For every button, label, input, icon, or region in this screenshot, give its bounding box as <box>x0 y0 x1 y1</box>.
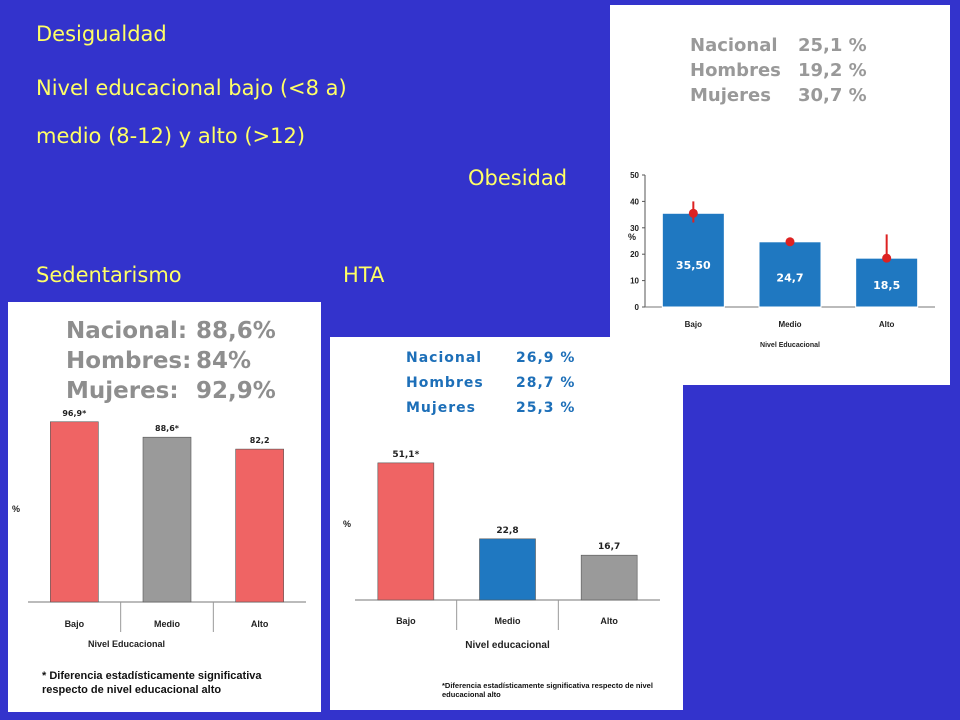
hta-stats: Nacional 26,9 % Hombres 28,7 % Mujeres 2… <box>406 346 575 421</box>
bar-alto <box>235 448 284 603</box>
hta-chart: % 51,1* Bajo 22,8 Medio 16,7 Alto Nivel educaci… <box>343 450 660 651</box>
category-label: Bajo <box>65 619 85 629</box>
data-label: 24,7 <box>776 272 803 285</box>
stat-value: 26,9 % <box>516 350 576 366</box>
data-label: 88,6* <box>155 424 180 433</box>
footnote-line: educacional alto <box>442 690 501 700</box>
stat-label: Mujeres <box>406 400 476 416</box>
point-marker <box>785 237 795 247</box>
data-label: 22,8 <box>496 526 518 536</box>
footnote-line: *Diferencia estadísticamente significati… <box>442 681 653 690</box>
hta-footnote: *Diferencia estadísticamente significati… <box>442 681 653 700</box>
bar-bajo <box>50 421 99 603</box>
obesidad-chart-panel: Nacional 25,1 % Hombres 19,2 % Mujeres 3… <box>610 5 950 385</box>
obesidad-stats: Nacional 25,1 % Hombres 19,2 % Mujeres 3… <box>690 33 867 108</box>
x-axis-title: Nivel Educacional <box>88 639 165 649</box>
data-label: 16,7 <box>598 542 620 552</box>
stat-value: 28,7 % <box>516 375 576 391</box>
bar-bajo <box>377 462 435 601</box>
data-label: 82,2 <box>250 436 270 445</box>
y-tick-label: 0 <box>635 303 640 312</box>
stat-value: 19,2 % <box>798 60 867 81</box>
sedentarismo-chart-panel: Nacional: 88,6% Hombres: 84% Mujeres: 92… <box>8 302 321 712</box>
data-label: 51,1* <box>392 450 419 460</box>
stat-label: Nacional: <box>66 318 188 344</box>
y-tick-label: 10 <box>630 277 639 286</box>
obesidad-caption: Obesidad <box>468 166 568 190</box>
stat-label: Nacional <box>406 350 483 366</box>
y-axis-label: % <box>12 504 20 514</box>
y-axis-label: % <box>343 519 351 529</box>
stat-row-mujeres: Mujeres 25,3 % <box>406 396 575 421</box>
stat-label: Hombres <box>406 375 484 391</box>
stat-label: Hombres: <box>66 348 192 374</box>
stat-label: Mujeres <box>690 85 771 106</box>
stat-row-nacional: Nacional: 88,6% <box>66 316 276 346</box>
sedentarismo-caption: Sedentarismo <box>36 263 182 287</box>
stat-label: Nacional <box>690 35 778 56</box>
sedentarismo-chart: % 96,9* Bajo 88,6* Medio 82,2 Alto Nivel Educac… <box>12 409 306 649</box>
category-label: Alto <box>600 616 618 626</box>
bar-alto <box>855 257 919 308</box>
point-marker <box>882 253 892 263</box>
hta-chart-panel: Nacional 26,9 % Hombres 28,7 % Mujeres 2… <box>330 337 683 710</box>
bar-alto <box>580 554 638 601</box>
sedentarismo-footnote: * Diferencia estadísticamente significat… <box>42 670 261 698</box>
data-label: 96,9* <box>62 409 87 418</box>
stat-label: Mujeres: <box>66 378 179 404</box>
category-label: Medio <box>778 320 801 329</box>
y-tick-label: 30 <box>630 224 639 233</box>
x-axis-title: Nivel educacional <box>465 640 550 651</box>
stat-value: 30,7 % <box>798 85 867 106</box>
y-tick-label: 50 <box>630 171 639 180</box>
stat-value: 25,3 % <box>516 400 576 416</box>
stat-row-hombres: Hombres 28,7 % <box>406 371 575 396</box>
sedentarismo-stats: Nacional: 88,6% Hombres: 84% Mujeres: 92… <box>66 316 276 406</box>
category-label: Medio <box>154 619 181 629</box>
slide-title: Desigualdad <box>36 22 167 46</box>
bar-medio <box>142 436 192 603</box>
category-label: Alto <box>251 619 269 629</box>
stat-row-nacional: Nacional 25,1 % <box>690 33 867 58</box>
stat-row-mujeres: Mujeres 30,7 % <box>690 83 867 108</box>
stat-value: 92,9% <box>196 378 276 404</box>
y-tick-label: 40 <box>630 197 639 206</box>
stat-label: Hombres <box>690 60 781 81</box>
footnote-line: respecto de nivel educacional alto <box>42 683 222 696</box>
category-label: Alto <box>879 320 895 329</box>
education-range-line: medio (8-12) y alto (>12) <box>36 124 306 148</box>
point-marker <box>688 208 698 218</box>
obesidad-chart: % 0 10 20 30 40 50 35,50 Bajo 24,7 Medio 18,5 Alto Ni… <box>628 171 935 349</box>
x-axis-title: Nivel Educacional <box>760 342 820 349</box>
category-label: Medio <box>495 616 522 626</box>
stat-row-nacional: Nacional 26,9 % <box>406 346 575 371</box>
hta-caption: HTA <box>343 263 385 287</box>
stat-value: 25,1 % <box>798 35 867 56</box>
bar-medio <box>479 538 536 601</box>
data-label: 35,50 <box>676 259 711 272</box>
y-tick-label: 20 <box>630 250 639 259</box>
education-level-line: Nivel educacional bajo (<8 a) <box>36 76 347 100</box>
category-label: Bajo <box>685 320 702 329</box>
data-label: 18,5 <box>873 279 900 292</box>
stat-value: 84% <box>196 348 252 374</box>
stat-row-hombres: Hombres: 84% <box>66 346 276 376</box>
bar-medio <box>758 241 822 308</box>
stat-row-hombres: Hombres 19,2 % <box>690 58 867 83</box>
category-label: Bajo <box>396 616 416 626</box>
footnote-line: * Diferencia estadísticamente significat… <box>42 670 262 682</box>
y-axis-label: % <box>628 232 636 242</box>
stat-value: 88,6% <box>196 318 276 344</box>
stat-row-mujeres: Mujeres: 92,9% <box>66 376 276 406</box>
